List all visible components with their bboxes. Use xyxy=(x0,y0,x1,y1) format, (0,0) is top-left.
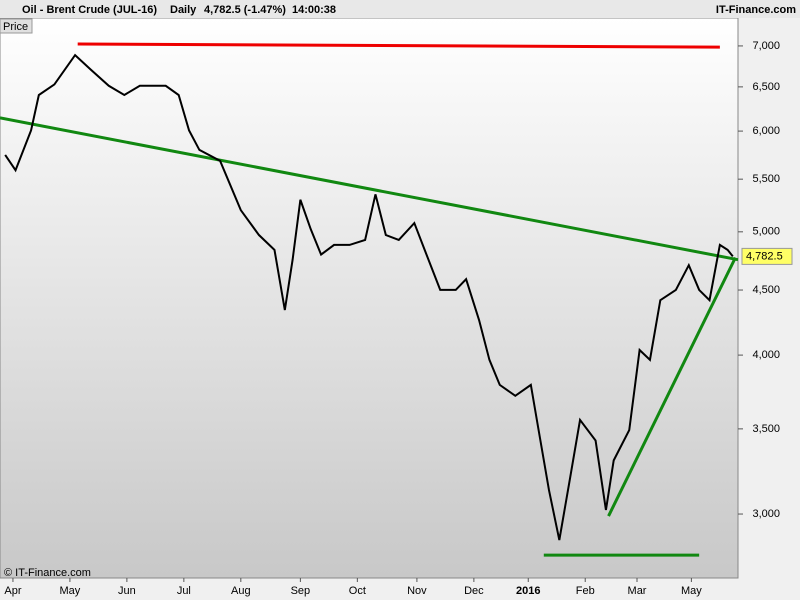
copyright: © IT-Finance.com xyxy=(4,567,91,579)
y-tick-label: 6,000 xyxy=(752,125,780,137)
plot-area xyxy=(0,17,739,579)
x-tick-label: May xyxy=(681,585,702,597)
last-value-box xyxy=(741,247,793,265)
x-tick-label: Dec xyxy=(464,585,484,597)
x-tick-label: May xyxy=(60,585,81,597)
x-tick-label: Sep xyxy=(291,585,311,597)
header-bar xyxy=(0,0,800,18)
trend-line xyxy=(607,256,737,517)
y-tick-label: 6,500 xyxy=(752,81,780,93)
trend-line xyxy=(77,42,720,49)
y-tick-label: 5,500 xyxy=(752,173,780,185)
x-tick-label: Jun xyxy=(118,585,136,597)
x-tick-label: Jul xyxy=(177,585,191,597)
panel-label: Price xyxy=(3,21,28,33)
price-line xyxy=(4,53,734,541)
x-tick-label: Aug xyxy=(231,585,251,597)
time: 14:00:38 xyxy=(292,4,336,16)
period: Daily xyxy=(170,4,197,16)
y-tick-label: 3,000 xyxy=(752,508,780,520)
change: 4,782.5 (-1.47%) xyxy=(204,4,286,16)
x-tick-label: Apr xyxy=(4,585,21,597)
x-tick-label: Feb xyxy=(576,585,595,597)
last-value-label: 4,782.5 xyxy=(746,250,783,262)
panel-label-box xyxy=(0,18,33,34)
y-tick-label: 7,000 xyxy=(752,40,780,52)
y-tick-label: 3,500 xyxy=(752,423,780,435)
x-tick-label: Mar xyxy=(628,585,647,597)
x-tick-label: Nov xyxy=(407,585,427,597)
y-tick-label: 4,500 xyxy=(752,284,780,296)
instrument: Oil - Brent Crude (JUL-16) xyxy=(22,4,157,16)
x-tick-label: Oct xyxy=(349,585,366,597)
x-tick-label: 2016 xyxy=(516,585,540,597)
brand: IT-Finance.com xyxy=(716,4,796,16)
y-tick-label: 5,000 xyxy=(752,226,780,238)
y-tick-label: 4,000 xyxy=(752,349,780,361)
trend-line xyxy=(0,116,739,262)
